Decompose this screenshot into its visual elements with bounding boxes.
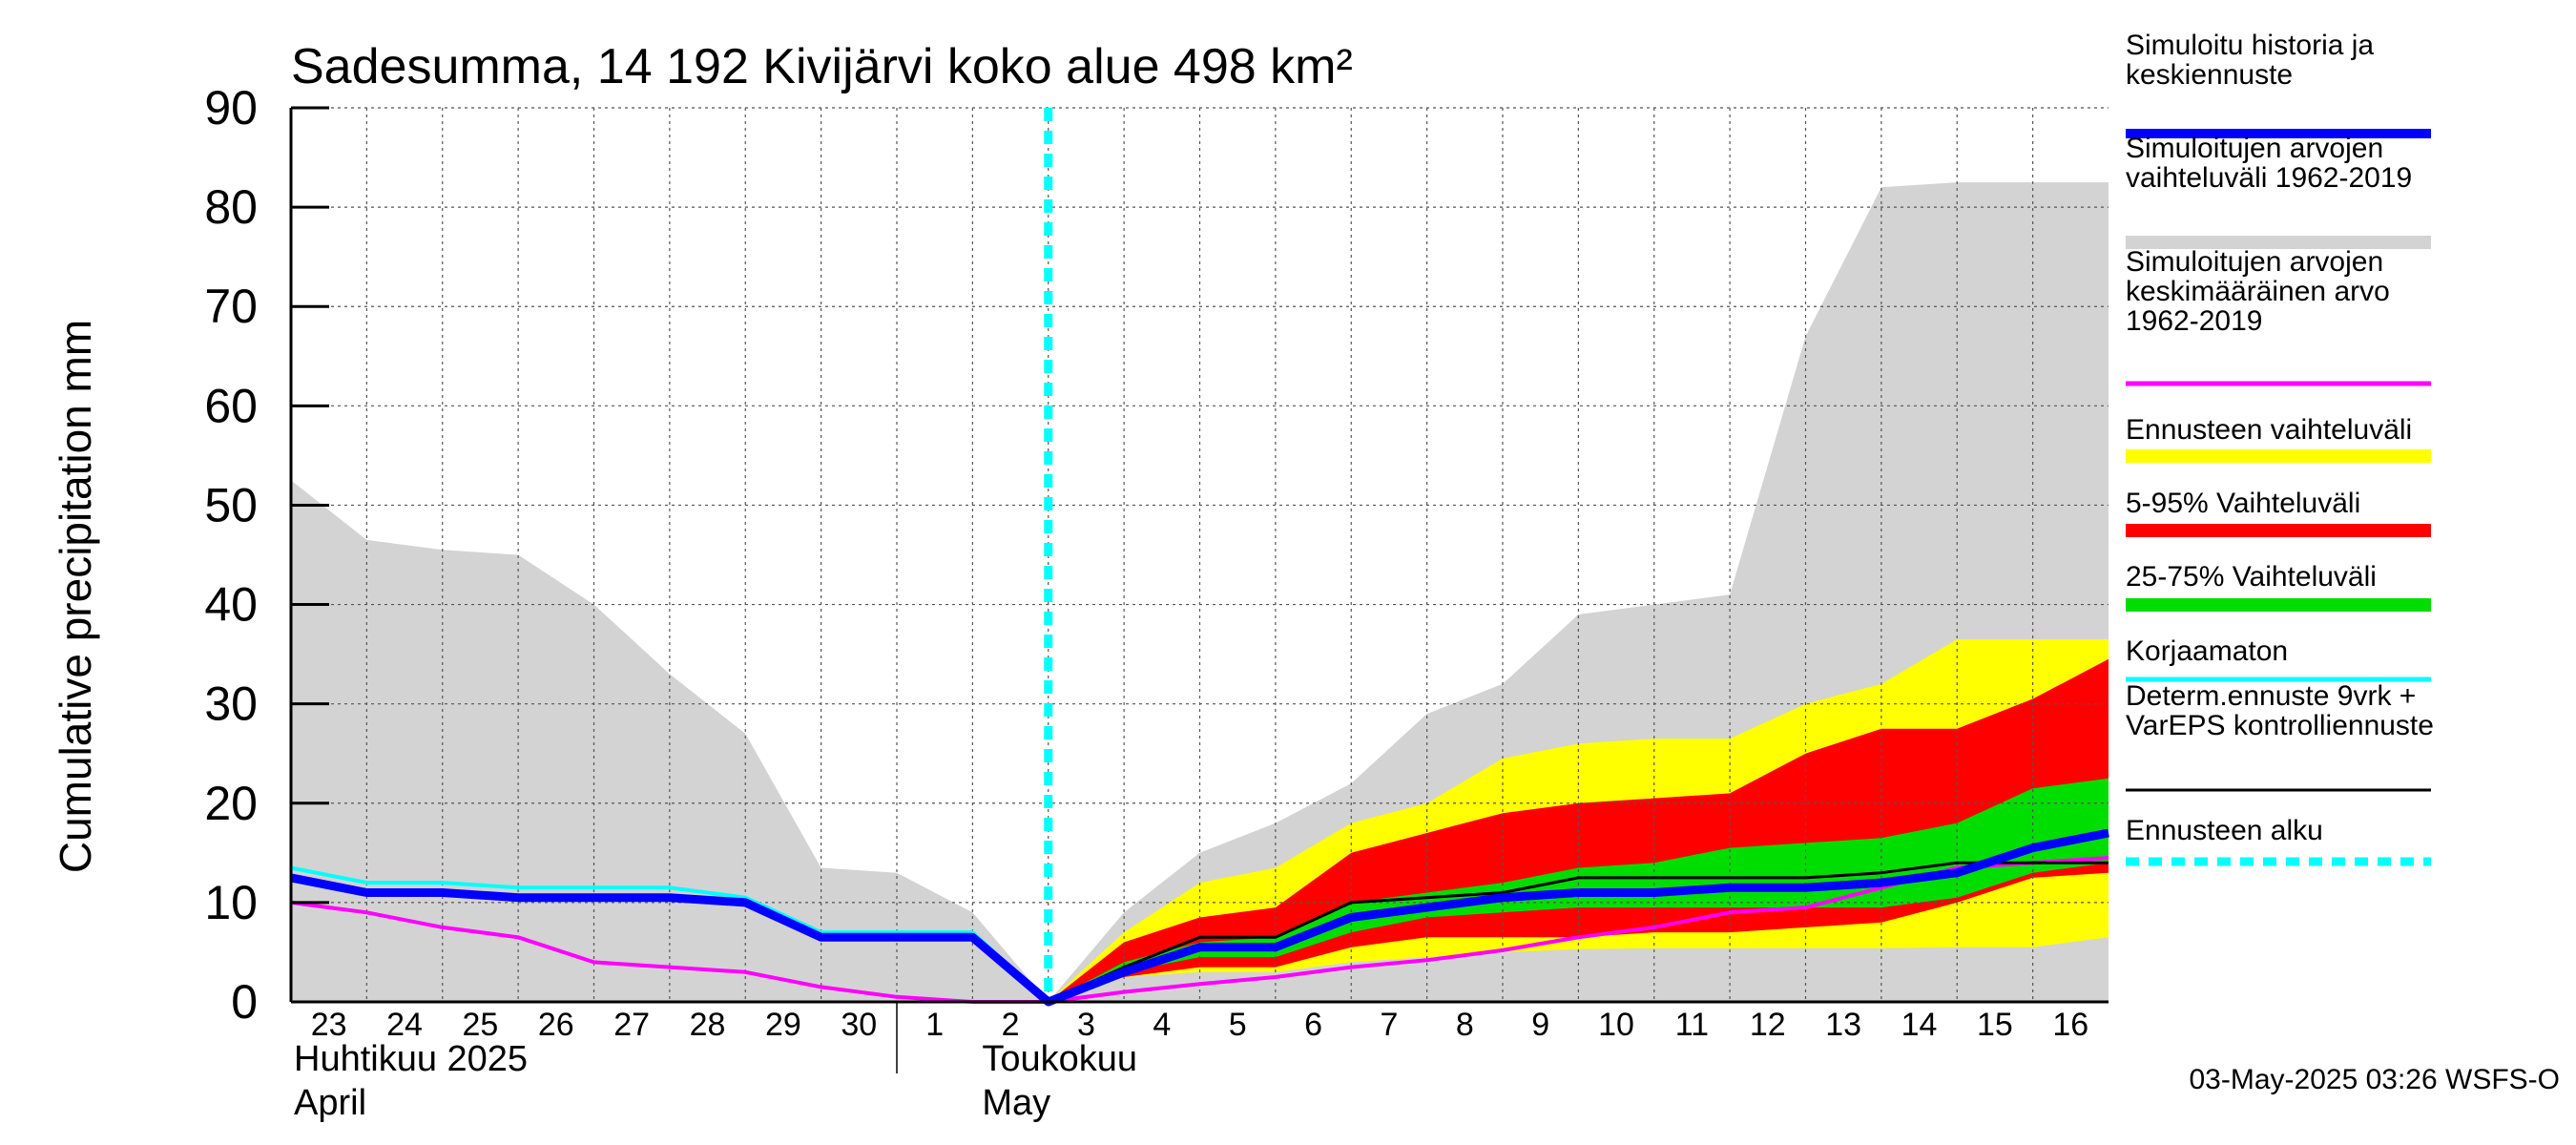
x-tick-label: 24 xyxy=(386,1007,423,1043)
legend-label: 1962-2019 xyxy=(2126,305,2262,337)
x-tick-label: 25 xyxy=(463,1007,499,1043)
y-tick-label: 0 xyxy=(231,975,258,1029)
x-tick-label: 12 xyxy=(1750,1007,1786,1043)
legend-label: VarEPS kontrolliennuste xyxy=(2126,710,2434,741)
x-tick-label: 8 xyxy=(1456,1007,1474,1043)
legend-label: keskimääräinen arvo xyxy=(2126,276,2390,307)
legend-label: keskiennuste xyxy=(2126,59,2293,91)
y-tick-label: 40 xyxy=(204,578,258,632)
x-tick-label: 16 xyxy=(2052,1007,2088,1043)
y-tick-label: 70 xyxy=(204,280,258,333)
uncorrected-line xyxy=(290,865,1050,1004)
month-label-en: April xyxy=(294,1083,366,1123)
y-tick-label: 10 xyxy=(204,876,258,929)
y-axis-label: Cumulative precipitation mm xyxy=(51,320,100,873)
legend-label: Determ.ennuste 9vrk + xyxy=(2126,680,2416,712)
x-tick-label: 27 xyxy=(613,1007,650,1043)
historical-mean-line xyxy=(290,856,2109,1004)
month-label: Toukokuu xyxy=(982,1039,1137,1079)
legend-label: 25-75% Vaihteluväli xyxy=(2126,561,2377,593)
legend-label: Ennusteen vaihteluväli xyxy=(2126,414,2412,446)
legend-label: Ennusteen alku xyxy=(2126,815,2323,846)
x-tick-label: 4 xyxy=(1153,1007,1171,1043)
x-tick-label: 9 xyxy=(1531,1007,1549,1043)
legend-label: Simuloitujen arvojen xyxy=(2126,246,2383,278)
y-tick-label: 80 xyxy=(204,180,258,234)
x-tick-label: 5 xyxy=(1229,1007,1247,1043)
simulated-history-line xyxy=(290,828,2109,1007)
y-tick-label: 60 xyxy=(204,379,258,432)
x-tick-label: 28 xyxy=(690,1007,726,1043)
x-tick-label: 14 xyxy=(1901,1007,1938,1043)
timestamp: 03-May-2025 03:26 WSFS-O xyxy=(2190,1064,2561,1095)
x-tick-label: 10 xyxy=(1598,1007,1634,1043)
legend-label: Simuloitujen arvojen xyxy=(2126,133,2383,164)
x-tick-label: 13 xyxy=(1825,1007,1861,1043)
x-tick-label: 6 xyxy=(1304,1007,1322,1043)
x-tick-label: 11 xyxy=(1675,1007,1709,1043)
y-tick-label: 50 xyxy=(204,478,258,531)
x-tick-label: 23 xyxy=(311,1007,347,1043)
x-tick-label: 2 xyxy=(1002,1007,1020,1043)
x-tick-label: 29 xyxy=(765,1007,801,1043)
deterministic-forecast-line xyxy=(1048,861,2109,1004)
month-label-en: May xyxy=(982,1083,1050,1123)
x-tick-label: 7 xyxy=(1380,1007,1398,1043)
chart-title: Sadesumma, 14 192 Kivijärvi koko alue 49… xyxy=(291,39,1353,94)
y-tick-label: 90 xyxy=(204,81,258,135)
x-tick-label: 1 xyxy=(925,1007,944,1043)
legend-label: Simuloitu historia ja xyxy=(2126,30,2374,61)
x-tick-label: 30 xyxy=(841,1007,877,1043)
x-tick-label: 26 xyxy=(538,1007,574,1043)
x-tick-label: 15 xyxy=(1977,1007,2013,1043)
legend-label: vaihteluväli 1962-2019 xyxy=(2126,162,2412,194)
legend-label: Korjaamaton xyxy=(2126,635,2288,667)
month-label: Huhtikuu 2025 xyxy=(294,1039,528,1079)
legend-label: 5-95% Vaihteluväli xyxy=(2126,488,2360,519)
x-tick-label: 3 xyxy=(1077,1007,1095,1043)
y-tick-label: 20 xyxy=(204,777,258,830)
y-tick-label: 30 xyxy=(204,677,258,731)
